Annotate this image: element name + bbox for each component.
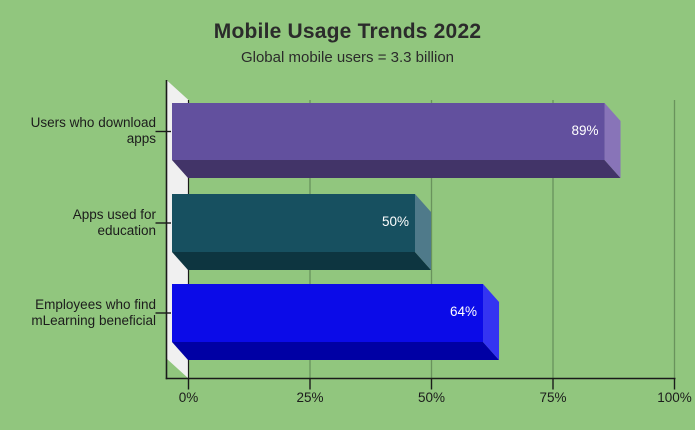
- category-label-0: Users who download apps: [0, 115, 156, 147]
- bar-bottom-face-employees-who-find-mlearning-beneficial: [172, 342, 500, 360]
- category-label-line: Users who download: [30, 115, 156, 130]
- x-tick-label-25: 25%: [296, 390, 324, 405]
- bar-employees-who-find-mlearning-beneficial: [172, 284, 484, 342]
- bar-apps-used-for-education: [172, 194, 415, 252]
- category-label-line: mLearning beneficial: [31, 312, 156, 328]
- bar-value-label-2: 64%: [450, 304, 478, 319]
- category-label-line: Employees who find: [35, 296, 156, 312]
- category-label-line: apps: [126, 131, 156, 146]
- bar-value-label-0: 89%: [571, 122, 599, 138]
- bar-bottom-face-apps-used-for-education: [172, 252, 431, 270]
- x-tick-label-100: 100%: [657, 390, 692, 405]
- bar-end-face-apps-used-for-education: [415, 194, 431, 270]
- category-label-line: Apps used for: [72, 206, 156, 222]
- x-tick-label-75: 75%: [539, 390, 567, 405]
- bar-value-label-1: 50%: [381, 214, 409, 229]
- x-tick-label-50: 50%: [417, 390, 446, 405]
- chart-subtitle: Global mobile users = 3.3 billion: [240, 49, 455, 66]
- chart-title: Mobile Usage Trends 2022: [213, 20, 482, 43]
- category-label-line: education: [97, 222, 156, 238]
- bar-bottom-face-users-who-download-apps: [172, 160, 621, 178]
- bar-users-who-download-apps: [172, 103, 605, 160]
- bar-end-face-users-who-download-apps: [604, 103, 621, 178]
- x-tick-label-0: 0%: [178, 390, 199, 405]
- bar-end-face-employees-who-find-mlearning-beneficial: [483, 284, 500, 360]
- category-label-1: Apps used for education: [0, 207, 156, 239]
- category-label-2: Employees who find mLearning beneficial: [0, 297, 156, 329]
